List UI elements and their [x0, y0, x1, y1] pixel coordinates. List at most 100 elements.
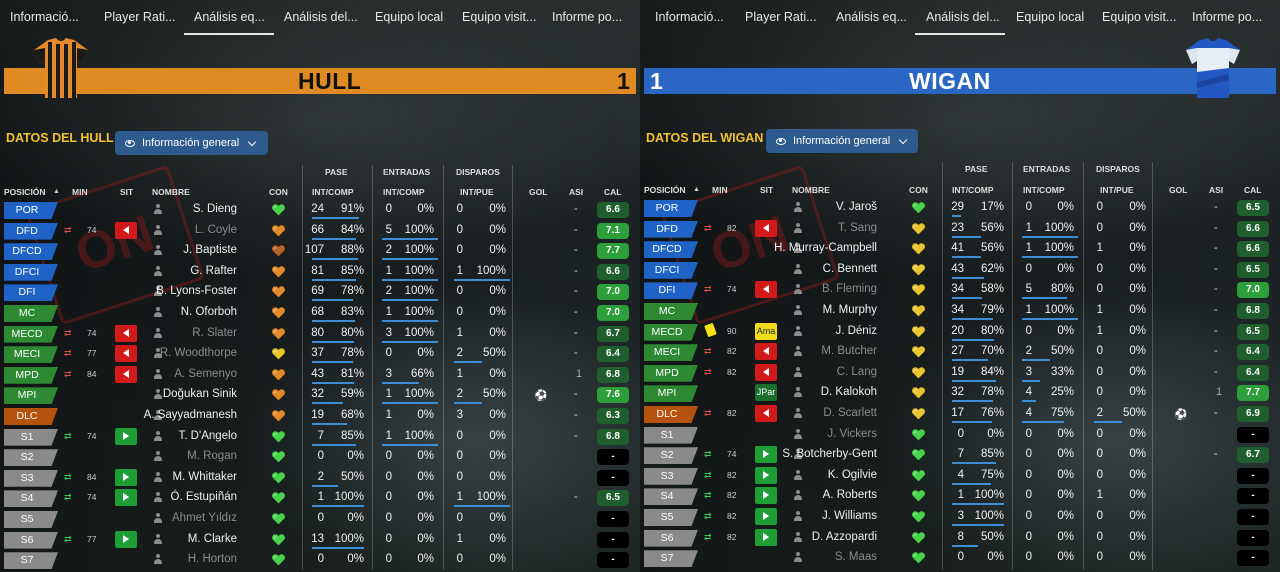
player-row[interactable]: DFI ⇄ 74 B. Fleming 34 58% 5 80% 0 0% - 7.0	[640, 280, 1280, 300]
person-icon[interactable]	[154, 307, 162, 317]
view-select-dropdown[interactable]: Información general	[115, 131, 268, 155]
player-name[interactable]: J. Déniz	[835, 324, 877, 337]
player-name[interactable]: D. Azzopardi	[811, 530, 877, 543]
header-cal[interactable]: CAL	[1244, 185, 1262, 195]
player-name[interactable]: T. Sang	[838, 221, 877, 234]
person-icon[interactable]	[794, 325, 802, 336]
player-row[interactable]: S4 ⇄ 82 A. Roberts 1 100% 0 0% 1 0% -	[640, 486, 1280, 506]
person-icon[interactable]	[794, 263, 802, 274]
player-row[interactable]: S1 J. Vickers 0 0% 0 0% 0 0% -	[640, 425, 1280, 445]
header-posicion[interactable]: POSICIÓN	[4, 187, 46, 197]
player-name[interactable]: A. Semenyo	[174, 367, 237, 380]
person-icon[interactable]	[794, 490, 802, 501]
player-name[interactable]: Doğukan Sinik	[162, 388, 237, 401]
player-name[interactable]: L. Coyle	[194, 223, 237, 236]
player-name[interactable]: S. Botcherby-Gent	[782, 448, 877, 461]
tab-2[interactable]: Análisis eq...	[194, 10, 265, 24]
player-row[interactable]: DFCD H. Murray-Campbell 41 56% 1 100% 1 0% - 6.6	[640, 239, 1280, 259]
player-name[interactable]: B. Lyons-Foster	[156, 285, 237, 298]
player-name[interactable]: C. Lang	[836, 365, 877, 378]
player-name[interactable]: C. Bennett	[822, 262, 877, 275]
view-select-dropdown[interactable]: Información general	[766, 129, 918, 153]
tab-0[interactable]: Informació...	[10, 10, 79, 24]
person-icon[interactable]	[794, 387, 802, 398]
person-icon[interactable]	[794, 531, 802, 542]
player-name[interactable]: D. Kalokoh	[820, 386, 877, 399]
player-name[interactable]: M. Butcher	[821, 345, 877, 358]
player-name[interactable]: D. Scarlett	[823, 407, 877, 419]
player-name[interactable]: A. Roberts	[822, 489, 877, 502]
person-icon[interactable]	[794, 428, 802, 439]
tab-4[interactable]: Equipo local	[375, 10, 444, 24]
person-icon[interactable]	[794, 284, 802, 295]
player-row[interactable]: DFI B. Lyons-Foster 69 78% 2 100% 0 0% - 7.0	[0, 282, 640, 302]
player-row[interactable]: S2 M. Rogan 0 0% 0 0% 0 0% -	[0, 447, 640, 467]
tab-0[interactable]: Informació...	[655, 10, 724, 24]
tab-3[interactable]: Análisis del...	[926, 10, 1000, 24]
player-row[interactable]: S7 H. Horton 0 0% 0 0% 0 0% -	[0, 550, 640, 570]
player-name[interactable]: B. Fleming	[822, 283, 877, 296]
player-row[interactable]: MPI JPar D. Kalokoh 32 78% 4 25% 0 0% 1 7.7	[640, 383, 1280, 403]
sort-arrow-icon[interactable]: ▲	[693, 186, 700, 193]
person-icon[interactable]	[154, 471, 162, 482]
player-row[interactable]: S5 Ahmet Yıldız 0 0% 0 0% 0 0% -	[0, 509, 640, 529]
player-name[interactable]: V. Jaroš	[835, 201, 877, 213]
sort-arrow-icon[interactable]: ▲	[53, 188, 60, 195]
tab-2[interactable]: Análisis eq...	[836, 10, 907, 24]
player-name[interactable]: K. Ogilvie	[827, 468, 877, 481]
tab-6[interactable]: Informe po...	[552, 10, 623, 24]
player-row[interactable]: S7 S. Maas 0 0% 0 0% 0 0% -	[640, 548, 1280, 568]
person-icon[interactable]	[154, 492, 162, 503]
player-row[interactable]: DFCD J. Baptiste 107 88% 2 100% 0 0% - 7.7	[0, 241, 640, 261]
person-icon[interactable]	[794, 408, 802, 418]
player-name[interactable]: J. Vickers	[827, 427, 877, 440]
player-row[interactable]: S6 ⇄ 77 M. Clarke 13 100% 0 0% 1 0% -	[0, 530, 640, 550]
person-icon[interactable]	[154, 533, 162, 544]
person-icon[interactable]	[154, 410, 162, 420]
header-posicion[interactable]: POSICIÓN	[644, 185, 686, 195]
player-row[interactable]: S3 ⇄ 82 K. Ogilvie 4 75% 0 0% 0 0% -	[640, 466, 1280, 486]
player-name[interactable]: N. Oforboh	[180, 306, 237, 318]
header-min[interactable]: MIN	[712, 185, 728, 195]
tab-1[interactable]: Player Rati...	[745, 10, 817, 24]
person-icon[interactable]	[794, 366, 802, 377]
player-name[interactable]: S. Dieng	[192, 203, 237, 215]
person-icon[interactable]	[794, 449, 802, 460]
player-row[interactable]: S3 ⇄ 84 M. Whittaker 2 50% 0 0% 0 0% -	[0, 468, 640, 488]
person-icon[interactable]	[154, 286, 162, 297]
player-row[interactable]: DLC ⇄ 82 D. Scarlett 17 76% 4 75% 2 50% ⚽ - 6.9	[640, 404, 1280, 424]
person-icon[interactable]	[154, 554, 162, 565]
player-row[interactable]: MC N. Oforboh 68 83% 1 100% 0 0% - 7.0	[0, 303, 640, 323]
player-row[interactable]: S2 ⇄ 74 S. Botcherby-Gent 7 85% 0 0% 0 0% - 6.7	[640, 445, 1280, 465]
player-row[interactable]: S1 ⇄ 74 T. D'Angelo 7 85% 1 100% 0 0% - 6.8	[0, 427, 640, 447]
person-icon[interactable]	[154, 327, 162, 338]
player-name[interactable]: J. Baptiste	[183, 244, 237, 257]
tab-5[interactable]: Equipo visit...	[462, 10, 537, 24]
person-icon[interactable]	[154, 265, 162, 276]
person-icon[interactable]	[794, 202, 802, 212]
header-nombre[interactable]: NOMBRE	[792, 185, 830, 195]
player-row[interactable]: MPD ⇄ 84 A. Semenyo 43 81% 3 66% 1 0% 1 6.8	[0, 365, 640, 385]
player-row[interactable]: S4 ⇄ 74 Ó. Estupiñán 1 100% 0 0% 1 100% - 6.5	[0, 488, 640, 508]
player-row[interactable]: MC M. Murphy 34 79% 1 100% 1 0% - 6.8	[640, 301, 1280, 321]
player-row[interactable]: MECI ⇄ 77 R. Woodthorpe 37 78% 0 0% 2 50% - 6.4	[0, 344, 640, 364]
player-name[interactable]: S. Maas	[834, 551, 877, 564]
player-row[interactable]: MECD 90 Ama J. Déniz 20 80% 0 0% 1 0% - 6.5	[640, 322, 1280, 342]
player-name[interactable]: H. Murray-Campbell	[774, 242, 877, 255]
player-row[interactable]: POR V. Jaroš 29 17% 0 0% 0 0% - 6.5	[640, 198, 1280, 218]
person-icon[interactable]	[794, 346, 802, 357]
person-icon[interactable]	[154, 430, 162, 441]
player-name[interactable]: Ahmet Yıldız	[172, 512, 237, 524]
person-icon[interactable]	[154, 368, 162, 379]
person-icon[interactable]	[154, 513, 162, 523]
player-row[interactable]: DFD ⇄ 74 L. Coyle 66 84% 5 100% 0 0% - 7.1	[0, 221, 640, 241]
player-row[interactable]: MECD ⇄ 74 R. Slater 80 80% 3 100% 1 0% - 6.7	[0, 324, 640, 344]
player-name[interactable]: A. Sayyadmanesh	[143, 409, 237, 421]
tab-1[interactable]: Player Rati...	[104, 10, 176, 24]
header-con[interactable]: CON	[909, 185, 928, 195]
player-row[interactable]: DLC A. Sayyadmanesh 19 68% 1 0% 3 0% - 6.3	[0, 406, 640, 426]
player-name[interactable]: J. Williams	[822, 510, 877, 522]
person-icon[interactable]	[794, 222, 802, 233]
person-icon[interactable]	[794, 243, 802, 254]
tab-3[interactable]: Análisis del...	[284, 10, 358, 24]
